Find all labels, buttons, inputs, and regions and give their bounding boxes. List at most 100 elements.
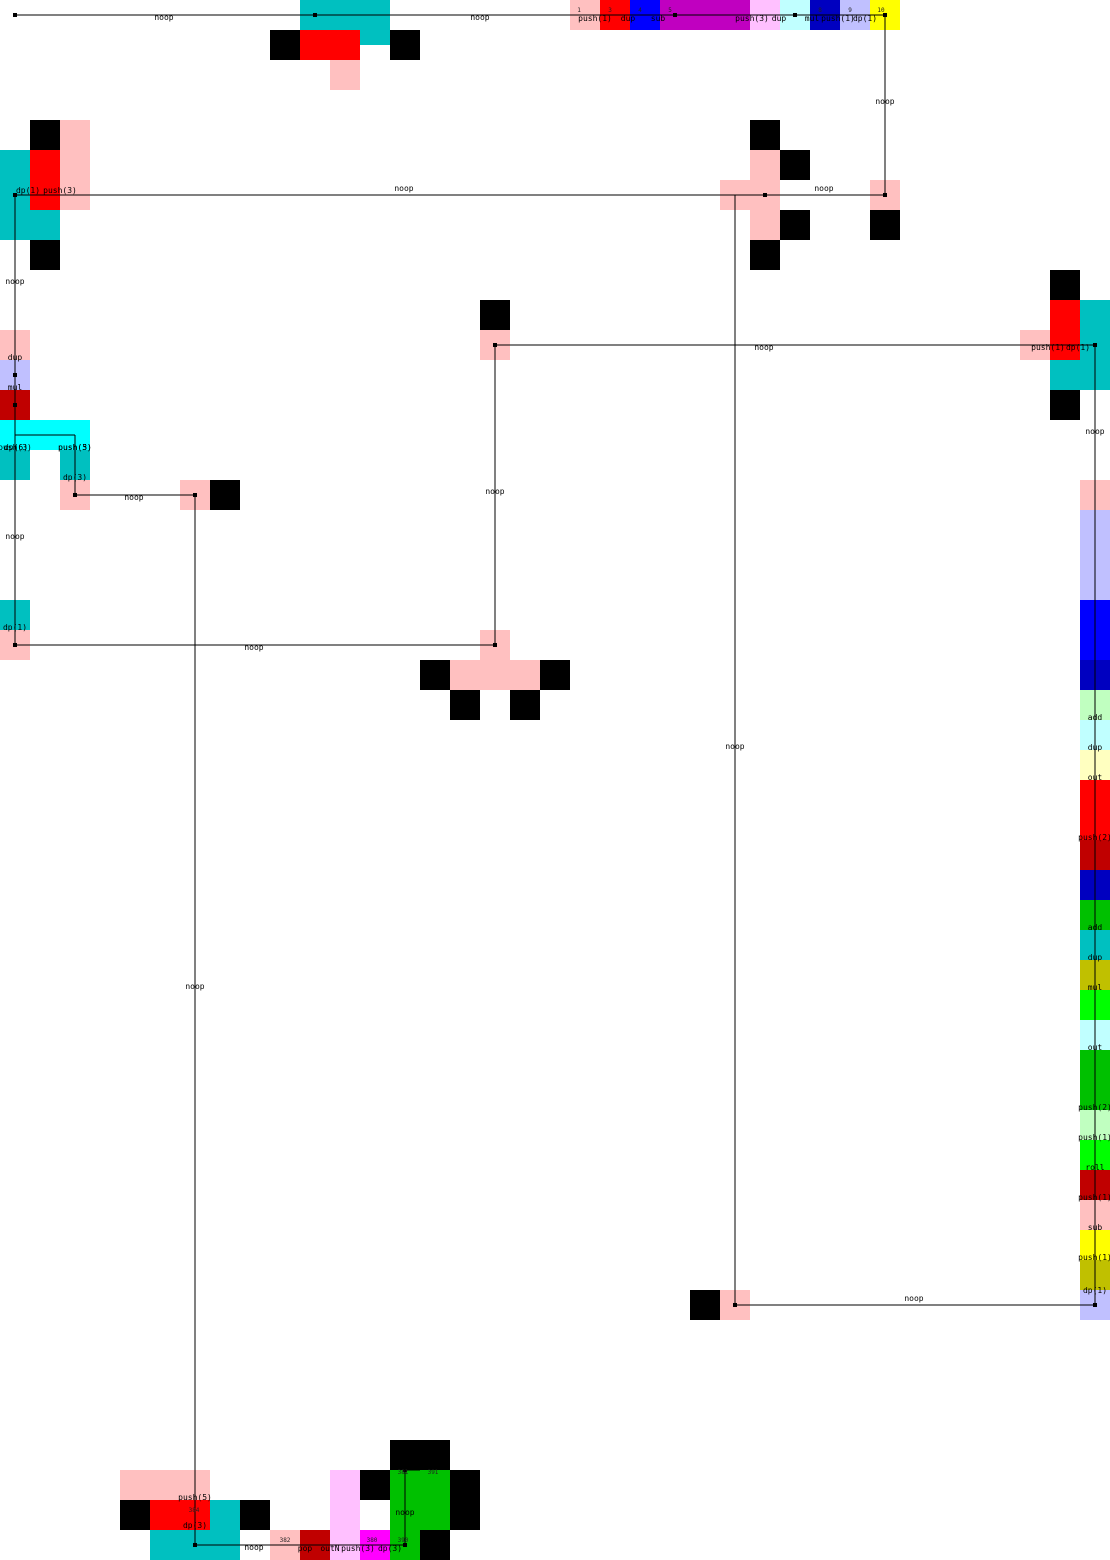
instruction-label: dp(1): [1066, 343, 1090, 352]
noop-edge-label: noop: [904, 1294, 923, 1303]
noop-edge-label: noop: [814, 184, 833, 193]
codel-black: [1050, 270, 1080, 300]
instruction-label: mul: [1088, 983, 1103, 992]
codel-pink: [330, 60, 360, 90]
codel-black: [420, 1530, 450, 1560]
codel-black: [690, 1290, 720, 1320]
instruction-label: push(5): [58, 443, 92, 452]
codel-pink: [750, 210, 780, 240]
instruction-label: add: [1088, 713, 1103, 722]
edge-node: [13, 373, 17, 377]
noop-edge-label: noop: [5, 277, 24, 286]
instruction-label: dp(1): [16, 186, 40, 195]
instruction-label: dp(1): [3, 623, 27, 632]
noop-edge-label: noop: [124, 493, 143, 502]
instruction-label: push(1): [1078, 1133, 1110, 1142]
codel-red: [1050, 300, 1080, 360]
noop-edge-label: noop: [395, 1508, 414, 1517]
codel-black: [450, 690, 480, 720]
codel-black: [30, 240, 60, 270]
noop-edge-label: noop: [725, 742, 744, 751]
edge-node: [313, 13, 317, 17]
edge-node: [1093, 1303, 1097, 1307]
instruction-label: out: [1088, 1043, 1103, 1052]
codel-number: 391: [428, 1469, 439, 1476]
edge-node: [673, 13, 677, 17]
instruction-label: push(2): [1078, 1103, 1110, 1112]
instruction-label: push(3): [43, 186, 77, 195]
instruction-label: push(3): [735, 14, 769, 23]
codel-number: 10: [877, 7, 885, 14]
edge-node: [13, 13, 17, 17]
instruction-label: push(1): [1078, 1193, 1110, 1202]
codel-black: [390, 1440, 450, 1470]
instruction-label: sub: [651, 14, 666, 23]
noop-edge-label: noop: [1085, 427, 1104, 436]
codel-black: [390, 30, 420, 60]
codel-black: [870, 210, 900, 240]
codel-pink: [60, 120, 90, 210]
codel-numbers: 1 3 4 5 8 9 10 380 381 382 384 390 391: [189, 7, 885, 1544]
codel-black: [780, 210, 810, 240]
instruction-label: dup: [8, 353, 23, 362]
noop-edge-label: noop: [470, 13, 489, 22]
codel-pink: [450, 660, 540, 690]
codel-black: [210, 480, 240, 510]
codel-black: [750, 120, 780, 150]
edge-node: [883, 13, 887, 17]
instruction-label: dup: [621, 14, 636, 23]
codel-red: [300, 30, 360, 60]
instruction-label: push(2): [1078, 833, 1110, 842]
instruction-label: dup: [1088, 743, 1103, 752]
codel-green-dark: [390, 1470, 450, 1530]
instruction-label: push(1): [1078, 1253, 1110, 1262]
instruction-label: push(3): [0, 443, 32, 452]
edge-node: [763, 193, 767, 197]
codel-cyan-dark: [210, 1500, 240, 1530]
codel-black: [450, 1470, 480, 1530]
edge-node: [493, 643, 497, 647]
instruction-label: add: [1088, 923, 1103, 932]
codel-number: 5: [668, 7, 672, 14]
codel-black: [120, 1500, 150, 1530]
edge-node: [883, 193, 887, 197]
noop-edge-label: noop: [5, 532, 24, 541]
instruction-label: dp(1): [853, 14, 877, 23]
codel-pink: [750, 150, 780, 180]
codel-number: 8: [818, 7, 822, 14]
codel-cyan-dark: [1050, 360, 1080, 390]
instruction-labels: noop noop noop noop noop noop noop noop noop noop…: [0, 13, 1110, 1553]
instruction-label: dup: [772, 14, 787, 23]
codel-number: 390: [398, 1537, 409, 1544]
instruction-label: sub: [1088, 1223, 1103, 1232]
codel-red: [150, 1500, 210, 1530]
instruction-label: mul: [805, 14, 820, 23]
edge-node: [193, 493, 197, 497]
instruction-label: dp(3): [378, 1544, 402, 1553]
codel-number: 3: [608, 7, 612, 14]
noop-edge-label: noop: [154, 13, 173, 22]
instruction-label: push(1): [578, 14, 612, 23]
codel-number: 382: [280, 1537, 291, 1544]
noop-edge-label: noop: [754, 343, 773, 352]
noop-edge-label: noop: [185, 982, 204, 991]
noop-edge-label: noop: [875, 97, 894, 106]
instruction-label: dup: [1088, 953, 1103, 962]
edge-node: [403, 1543, 407, 1547]
edge-node: [733, 1303, 737, 1307]
codel-black: [270, 30, 300, 60]
edge-node: [13, 193, 17, 197]
trace-edges: [13, 13, 1097, 1547]
edge-node: [193, 1543, 197, 1547]
codel-number: 380: [367, 1537, 378, 1544]
codel-number: 384: [189, 1507, 200, 1514]
codel-black: [1050, 390, 1080, 420]
codel-number: 9: [848, 7, 852, 14]
codel-black: [360, 1470, 390, 1500]
edge-node: [13, 403, 17, 407]
instruction-label: dp(6): [4, 443, 28, 452]
codel-black: [510, 690, 540, 720]
instruction-label: out: [1088, 773, 1103, 782]
